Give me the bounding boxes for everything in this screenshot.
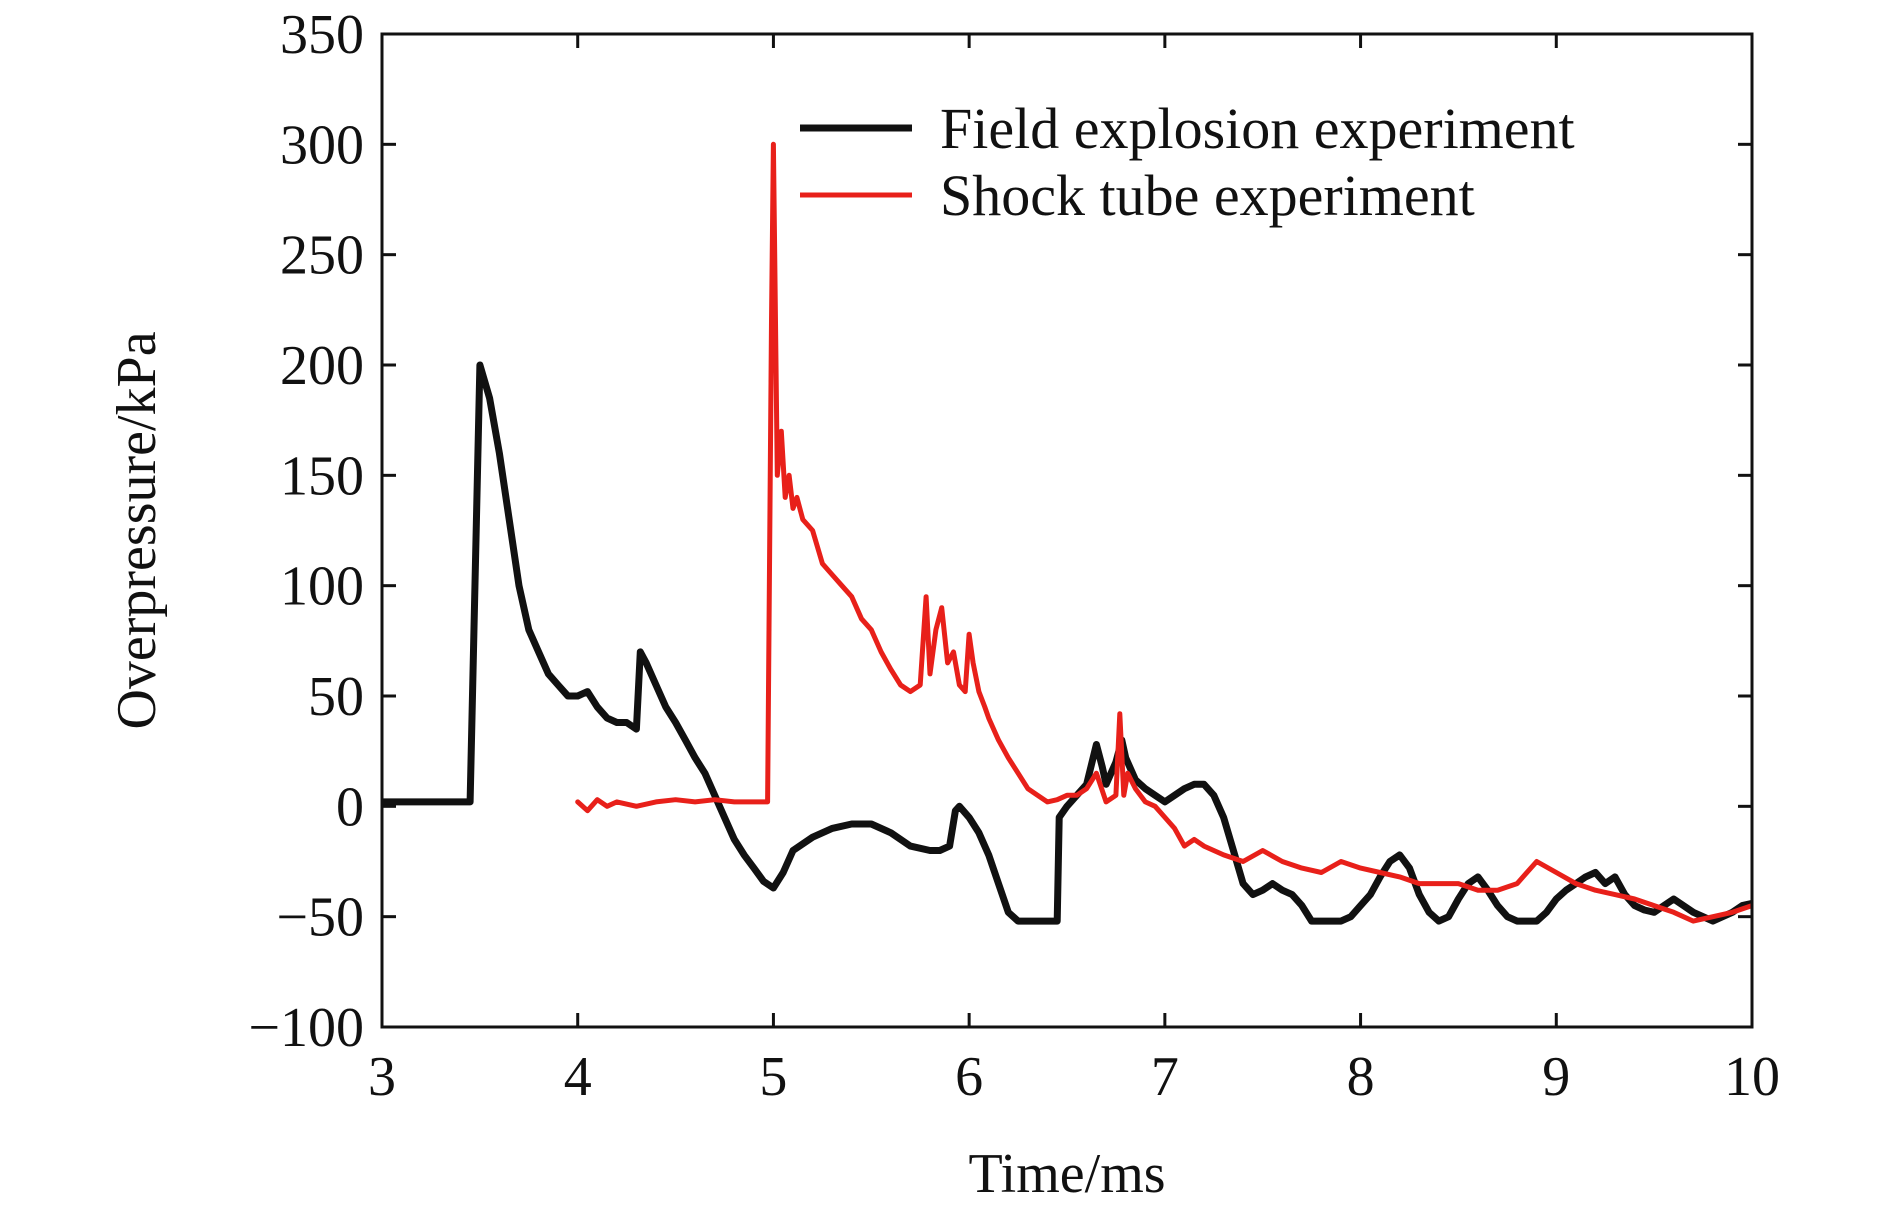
y-tick-label: 0: [336, 776, 364, 838]
plot-frame: [380, 32, 1754, 1029]
x-tick-label: 5: [759, 1046, 787, 1108]
y-tick-label: 150: [280, 445, 364, 507]
y-tick-label: 250: [280, 225, 364, 287]
y-axis-label: Overpressure/kPa: [106, 331, 168, 729]
x-tick-label: 10: [1724, 1046, 1780, 1108]
x-axis: 3 4 5 6 7 8 9 10: [368, 34, 1780, 1108]
y-tick-label: −50: [276, 887, 364, 949]
series-line-shock-tube: [575, 141, 1752, 924]
y-axis: −100 −50 0 50 100 150 200 250 300 350: [248, 4, 1752, 1059]
x-tick-label: 4: [564, 1046, 592, 1108]
x-tick-label: 7: [1151, 1046, 1179, 1108]
y-tick-label: 50: [308, 666, 364, 728]
series-line-field-explosion: [382, 361, 1752, 925]
x-tick-label: 6: [955, 1046, 983, 1108]
legend-label-shock-tube: Shock tube experiment: [940, 163, 1475, 228]
x-tick-label: 3: [368, 1046, 396, 1108]
y-tick-label: 200: [280, 335, 364, 397]
y-tick-label: −100: [248, 997, 364, 1059]
x-axis-label: Time/ms: [968, 1143, 1165, 1205]
x-tick-label: 8: [1347, 1046, 1375, 1108]
x-tick-label: 9: [1542, 1046, 1570, 1108]
series-layer: [382, 141, 1752, 925]
y-tick-label: 300: [280, 114, 364, 176]
y-tick-label: 100: [280, 556, 364, 618]
y-tick-label: 350: [280, 4, 364, 66]
legend-label-field-explosion: Field explosion experiment: [940, 96, 1575, 161]
